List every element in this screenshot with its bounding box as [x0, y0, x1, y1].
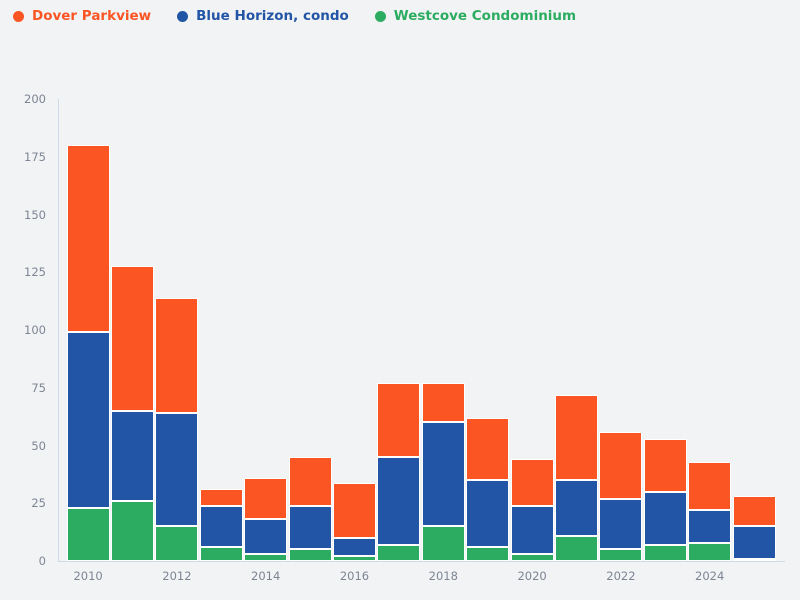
y-axis-tick-label: 50	[31, 438, 46, 453]
bar-segment[interactable]	[732, 526, 776, 559]
bar-segment[interactable]	[555, 394, 598, 481]
bar-segment[interactable]	[377, 457, 421, 545]
x-axis-tick-label: 2018	[428, 569, 458, 583]
bar-segment[interactable]	[599, 498, 643, 550]
bar-segment[interactable]	[155, 413, 199, 527]
legend: Dover Parkview Blue Horizon, condo Westc…	[13, 8, 576, 24]
bar-segment[interactable]	[599, 431, 643, 499]
bar-segment[interactable]	[732, 496, 776, 527]
bar-segment[interactable]	[466, 547, 510, 561]
bar-segment[interactable]	[333, 537, 376, 557]
bar-segment[interactable]	[688, 510, 732, 543]
x-axis-tick-label: 2024	[695, 569, 725, 583]
bar-segment[interactable]	[111, 500, 154, 561]
bar-segment[interactable]	[643, 544, 687, 561]
legend-item-label: Dover Parkview	[32, 8, 152, 24]
x-axis-tick-label: 2022	[606, 569, 636, 583]
bar-segment[interactable]	[555, 535, 598, 561]
bar-segment[interactable]	[333, 556, 376, 561]
x-axis-line	[58, 561, 785, 562]
bar-segment[interactable]	[111, 410, 154, 501]
bar-segment[interactable]	[155, 297, 199, 414]
bar-segment[interactable]	[199, 547, 243, 561]
bar-segment[interactable]	[643, 438, 687, 492]
y-axis-tick-label: 100	[24, 323, 46, 338]
bar-segment[interactable]	[688, 542, 732, 561]
y-axis-tick-label: 150	[24, 207, 46, 222]
legend-marker-icon	[374, 10, 386, 22]
y-axis-tick-label: 125	[24, 265, 46, 280]
bar-segment[interactable]	[66, 507, 110, 561]
bar-segment[interactable]	[555, 480, 598, 536]
x-axis-tick-label: 2016	[339, 569, 370, 583]
bar-segment[interactable]	[244, 519, 288, 555]
bar-segment[interactable]	[199, 505, 243, 548]
legend-marker-icon	[177, 10, 189, 22]
x-axis-tick-label: 2020	[517, 569, 547, 583]
bar-segment[interactable]	[66, 332, 110, 508]
bar-segment[interactable]	[599, 549, 643, 561]
y-axis-tick-label: 75	[31, 380, 46, 395]
bar-segment[interactable]	[688, 461, 732, 511]
y-axis-line	[58, 99, 59, 561]
bar-segment[interactable]	[288, 457, 332, 506]
bar-segment[interactable]	[466, 417, 510, 481]
bar-segment[interactable]	[199, 489, 243, 506]
bar-segment[interactable]	[288, 505, 332, 550]
legend-marker-icon	[13, 10, 24, 22]
bar-segment[interactable]	[510, 459, 554, 506]
bar-segment[interactable]	[732, 558, 776, 561]
bar-segment[interactable]	[510, 554, 554, 561]
y-axis-tick-label: 0	[38, 554, 46, 568]
legend-item[interactable]: Dover Parkview	[13, 8, 151, 24]
bar-segment[interactable]	[66, 145, 110, 333]
x-axis-tick-label: 2014	[251, 569, 281, 583]
bar-segment[interactable]	[377, 383, 421, 458]
bar-segment[interactable]	[421, 422, 465, 527]
x-axis-tick-label: 2012	[162, 569, 192, 583]
bar-segment[interactable]	[643, 491, 687, 545]
x-axis-tick-label: 2010	[73, 569, 103, 583]
legend-item-label: Westcove Condominium	[393, 8, 577, 24]
bar-segment[interactable]	[333, 482, 376, 538]
legend-item-label: Blue Horizon, condo	[196, 8, 349, 24]
bar-segment[interactable]	[155, 526, 199, 561]
bar-segment[interactable]	[510, 505, 554, 555]
y-axis-tick-label: 200	[24, 92, 46, 107]
bar-segment[interactable]	[111, 265, 154, 411]
legend-item[interactable]: Blue Horizon, condo	[177, 8, 349, 24]
bar-segment[interactable]	[244, 554, 288, 561]
bar-segment[interactable]	[377, 544, 421, 561]
bar-segment[interactable]	[421, 526, 465, 561]
y-axis-tick-label: 175	[24, 150, 46, 164]
y-axis-tick-label: 25	[31, 496, 46, 511]
legend-item[interactable]: Westcove Condominium	[374, 8, 577, 24]
bar-segment[interactable]	[421, 383, 465, 423]
bar-segment[interactable]	[288, 549, 332, 561]
bar-segment[interactable]	[466, 480, 510, 548]
bar-segment[interactable]	[244, 477, 288, 520]
